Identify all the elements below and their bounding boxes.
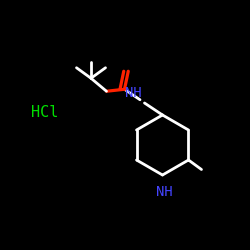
Text: NH: NH bbox=[156, 184, 173, 198]
Text: HCl: HCl bbox=[31, 105, 59, 120]
Text: NH: NH bbox=[125, 86, 142, 100]
